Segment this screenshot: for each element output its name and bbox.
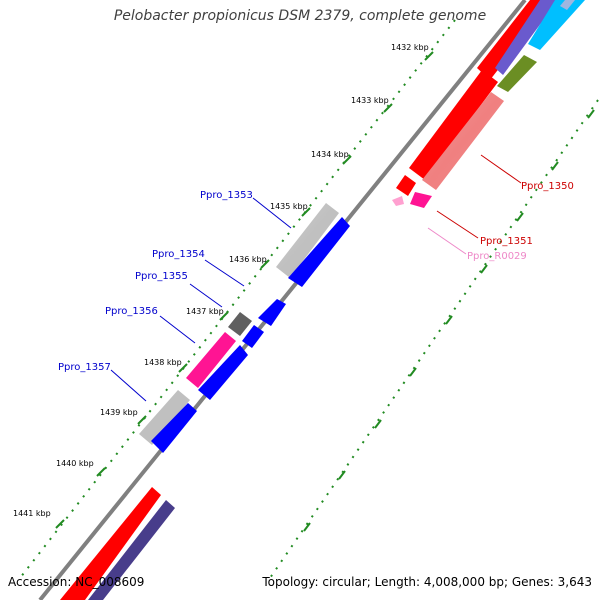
tick-label-1438: 1438 kbp: [144, 358, 182, 367]
gene-label-ppro-1355[interactable]: Ppro_1355: [135, 271, 188, 282]
tick-label-1436: 1436 kbp: [229, 255, 267, 264]
major-tick-1432: [424, 51, 434, 61]
leader-ppro-1354: [204, 259, 245, 287]
gene-label-ppro-1353[interactable]: Ppro_1353: [200, 190, 253, 201]
major-tick-1438: [178, 363, 188, 373]
gene-olive[interactable]: [497, 55, 537, 92]
inner-tick-6: [409, 367, 417, 377]
gene-pink-r0029[interactable]: [392, 196, 404, 206]
gene-label-ppro-1354[interactable]: Ppro_1354: [152, 249, 205, 260]
leader-ppro-1356: [159, 315, 196, 344]
gene-label-ppro-r0029[interactable]: Ppro_R0029: [467, 251, 527, 262]
kbp-ticks: 1432 kbp 1433 kbp 1434 kbp 1435 kbp 1436…: [13, 43, 434, 529]
gene-cluster-lower: [60, 487, 175, 600]
leader-ppro-1351: [436, 210, 479, 239]
leader-ppro-1350: [480, 154, 522, 184]
inner-ring-ticks: [303, 109, 595, 532]
leader-ppro-r0029: [427, 227, 467, 255]
leader-ppro-1357: [110, 369, 147, 402]
gene-blue-1353[interactable]: [288, 217, 350, 287]
gene-cyan[interactable]: [528, 0, 585, 50]
leader-ppro-1353: [252, 197, 292, 229]
tick-label-1437: 1437 kbp: [186, 307, 224, 316]
gene-gray-1357[interactable]: [139, 390, 190, 445]
gene-slate-lower[interactable]: [88, 500, 175, 600]
tick-label-1439: 1439 kbp: [100, 408, 138, 417]
accession-label: Accession: NC_008609: [8, 575, 145, 589]
inner-tick-4: [480, 264, 488, 274]
tick-label-1433: 1433 kbp: [351, 96, 389, 105]
genome-summary: Topology: circular; Length: 4,008,000 bp…: [262, 575, 592, 589]
inner-tick-5: [445, 315, 453, 325]
gene-blue-1357[interactable]: [151, 403, 197, 453]
gene-blue-1354[interactable]: [258, 299, 286, 326]
gene-labels: Ppro_1350 Ppro_1351 Ppro_R0029 Ppro_1353…: [58, 181, 574, 373]
label-leaders: [110, 154, 522, 402]
tick-label-1434: 1434 kbp: [311, 150, 349, 159]
major-tick-1434: [342, 155, 352, 165]
gene-red-small[interactable]: [396, 175, 416, 196]
major-tick-1439: [137, 415, 147, 425]
gene-lightblue[interactable]: [560, 0, 575, 10]
inner-tick-8: [338, 470, 346, 480]
gene-magenta-1351[interactable]: [410, 192, 432, 208]
gene-darkgray-1355[interactable]: [228, 312, 252, 336]
major-tick-1441: [55, 519, 65, 529]
gene-label-ppro-1356[interactable]: Ppro_1356: [105, 306, 158, 317]
gene-shading: [276, 92, 504, 278]
gene-label-ppro-1351[interactable]: Ppro_1351: [480, 236, 533, 247]
major-tick-1440: [96, 467, 106, 477]
gene-label-ppro-1350[interactable]: Ppro_1350: [521, 181, 574, 192]
major-tick-1436: [260, 259, 270, 269]
major-tick-1433: [383, 103, 393, 113]
gene-cluster-middle: [139, 203, 350, 453]
inner-tick-7: [374, 419, 382, 429]
shade-salmon-1350: [422, 92, 504, 190]
major-tick-1437: [219, 311, 229, 321]
leader-ppro-1355: [189, 283, 223, 308]
gene-red-lower[interactable]: [60, 487, 161, 600]
shade-gray-1353: [276, 203, 339, 278]
inner-tick-1: [587, 109, 595, 119]
map-title: Pelobacter propionicus DSM 2379, complet…: [113, 8, 487, 24]
major-tick-1435: [301, 207, 311, 217]
inner-tick-3: [516, 212, 524, 222]
gene-red-1349[interactable]: [409, 70, 498, 180]
tick-label-1440: 1440 kbp: [56, 459, 94, 468]
tick-label-1435: 1435 kbp: [270, 202, 308, 211]
gene-slate-upper[interactable]: [495, 0, 558, 75]
tick-ring-inner: [269, 99, 599, 579]
tick-label-1441: 1441 kbp: [13, 509, 51, 518]
inner-tick-2: [551, 161, 559, 171]
gene-magenta-1356[interactable]: [186, 332, 236, 388]
genome-backbone: [38, 0, 527, 600]
gene-label-ppro-1357[interactable]: Ppro_1357: [58, 362, 111, 373]
tick-label-1432: 1432 kbp: [391, 43, 429, 52]
gene-blue-1356[interactable]: [198, 345, 248, 400]
gene-blue-1355[interactable]: [242, 325, 264, 348]
inner-tick-9: [303, 522, 311, 532]
tick-ring-outer: [19, 19, 456, 579]
